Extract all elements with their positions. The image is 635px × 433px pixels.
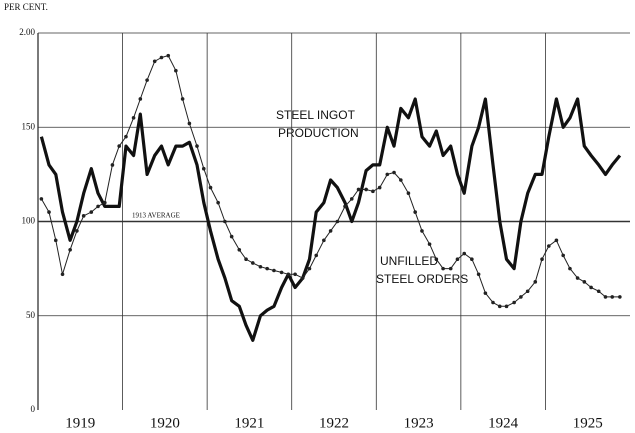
x-tick-label: 1925 xyxy=(573,415,603,431)
y-tick-label: 150 xyxy=(22,121,36,131)
y-tick-label: 2.00 xyxy=(19,27,35,37)
annotation: STEEL INGOT xyxy=(276,108,356,122)
annotation: PRODUCTION xyxy=(278,126,359,140)
annotation: STEEL ORDERS xyxy=(376,272,468,286)
series-line xyxy=(39,97,622,342)
annotation: UNFILLED xyxy=(380,254,438,268)
annotation: 1913 AVERAGE xyxy=(132,212,180,220)
y-tick-label: 100 xyxy=(22,216,36,226)
x-tick-label: 1921 xyxy=(234,415,264,431)
x-tick-label: 1923 xyxy=(404,415,434,431)
y-tick-label: 50 xyxy=(26,310,36,320)
x-tick-label: 1924 xyxy=(488,415,519,431)
x-tick-label: 1922 xyxy=(319,415,349,431)
y-axis-label: PER CENT. xyxy=(4,2,48,12)
y-tick-label: 0 xyxy=(31,404,36,414)
x-tick-label: 1919 xyxy=(65,415,95,431)
x-tick-label: 1920 xyxy=(150,415,180,431)
series-line xyxy=(40,55,620,307)
